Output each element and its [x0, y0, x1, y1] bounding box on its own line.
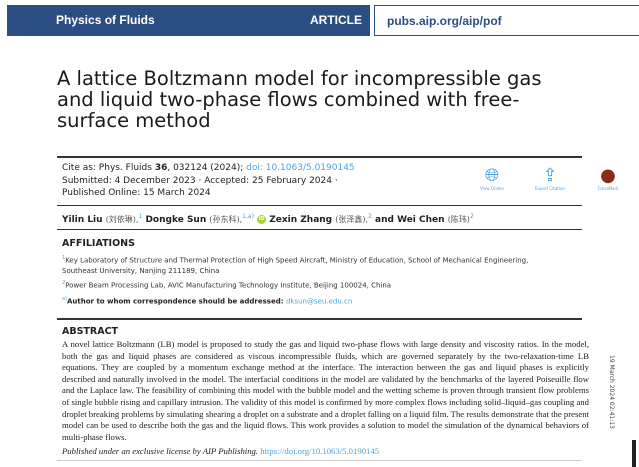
license-doi-link[interactable]: https://doi.org/10.1063/5.0190145	[260, 446, 380, 456]
divider	[57, 205, 582, 206]
dates-line: Submitted: 4 December 2023 · Accepted: 2…	[62, 175, 338, 186]
doi-link[interactable]: doi: 10.1063/5.0190145	[246, 163, 355, 173]
author[interactable]: Zexin Zhang (张泽鑫),2	[269, 213, 372, 225]
crossmark-label: CrossMark	[597, 186, 619, 191]
crossmark-button[interactable]: ● CrossMark	[586, 165, 630, 192]
correspondence: a)Author to whom correspondence should b…	[62, 296, 353, 306]
email-link[interactable]: dksun@seu.edu.cn	[285, 297, 353, 306]
export-citation-button[interactable]: ⇪ Export Citation	[528, 165, 572, 192]
scrollbar[interactable]	[632, 440, 636, 467]
export-citation-label: Export Citation	[535, 186, 565, 191]
affiliations-heading: AFFILIATIONS	[62, 238, 135, 249]
view-online-label: View Online	[480, 186, 504, 191]
globe-icon: 🌐︎	[484, 165, 500, 186]
journal-url-link[interactable]: pubs.aip.org/aip/pof	[374, 5, 639, 36]
published-date: Published Online: 15 March 2024	[62, 188, 211, 198]
journal-header: Physics of Fluids ARTICLE	[7, 5, 370, 36]
divider	[57, 318, 582, 320]
abstract-text: A novel lattice Boltzmann (LB) model is …	[62, 339, 589, 442]
journal-url[interactable]: pubs.aip.org/aip/pof	[387, 14, 502, 28]
author-list: Yilin Liu (刘依琳),1 Dongke Sun (孙东科),1,a) …	[62, 213, 474, 225]
crossmark-icon: ●	[600, 165, 616, 186]
affiliations-list: 1Key Laboratory of Structure and Thermal…	[62, 253, 562, 291]
author[interactable]: and Wei Chen (陈玮)2	[375, 213, 474, 225]
divider	[57, 229, 582, 230]
export-icon: ⇪	[542, 165, 558, 186]
journal-name: Physics of Fluids	[56, 13, 155, 27]
citation-block: Cite as: Phys. Fluids 36, 032124 (2024);…	[62, 162, 355, 200]
cite-rest: , 032124 (2024);	[167, 163, 247, 173]
view-online-button[interactable]: 🌐︎ View Online	[470, 165, 514, 192]
affiliation: 2Power Beam Processing Lab, AVIC Manufac…	[62, 280, 392, 290]
author[interactable]: Dongke Sun (孙东科),1,a)	[145, 213, 254, 225]
divider	[57, 156, 582, 158]
affiliation: 1Key Laboratory of Structure and Thermal…	[62, 255, 529, 275]
cite-volume: 36	[154, 163, 168, 173]
abstract-heading: ABSTRACT	[62, 326, 119, 337]
author[interactable]: Yilin Liu (刘依琳),1	[62, 213, 143, 225]
article-type: ARTICLE	[310, 13, 362, 27]
orcid-icon[interactable]: iD	[257, 215, 267, 224]
download-stamp: 19 March 2024 02:41:13	[608, 355, 615, 429]
divider	[57, 460, 582, 461]
license-line: Published under an exclusive license by …	[62, 446, 380, 456]
cite-prefix: Cite as: Phys. Fluids	[62, 163, 155, 173]
paper-title: A lattice Boltzmann model for incompress…	[57, 67, 542, 132]
